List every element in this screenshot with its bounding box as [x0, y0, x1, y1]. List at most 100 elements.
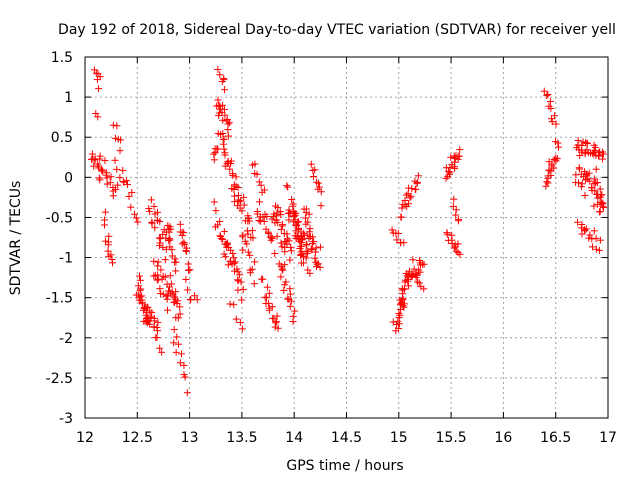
- data-point: [154, 318, 162, 326]
- data-point: [409, 256, 417, 264]
- data-point: [180, 361, 188, 369]
- data-point: [100, 221, 108, 229]
- data-point: [443, 229, 451, 237]
- data-point: [575, 179, 583, 187]
- data-point: [235, 197, 243, 205]
- data-point: [219, 235, 227, 243]
- data-point: [231, 258, 239, 266]
- data-point: [415, 279, 423, 287]
- data-point: [238, 325, 246, 333]
- data-point: [576, 152, 584, 160]
- data-point: [96, 152, 104, 160]
- data-point: [283, 182, 291, 190]
- data-point: [273, 312, 281, 320]
- data-point: [152, 334, 160, 342]
- data-point: [404, 200, 412, 208]
- x-axis-label: GPS time / hours: [286, 458, 403, 474]
- data-point: [407, 192, 415, 200]
- data-point: [547, 115, 555, 123]
- data-point: [588, 243, 596, 251]
- data-point: [592, 234, 600, 242]
- data-point: [303, 241, 311, 249]
- data-point: [181, 240, 189, 248]
- data-point: [91, 156, 99, 164]
- data-point: [599, 202, 607, 210]
- data-point: [210, 156, 218, 164]
- data-point: [138, 296, 146, 304]
- data-point: [599, 155, 607, 163]
- data-point: [277, 211, 285, 219]
- data-point: [125, 192, 133, 200]
- data-point: [595, 149, 603, 157]
- data-point: [114, 181, 122, 189]
- data-point: [193, 296, 201, 304]
- data-point: [164, 306, 172, 314]
- data-point: [554, 139, 562, 147]
- data-point: [281, 261, 289, 269]
- data-point: [226, 300, 234, 308]
- data-point: [108, 255, 116, 263]
- data-point: [244, 230, 252, 238]
- data-point: [260, 217, 268, 225]
- data-point: [260, 186, 268, 194]
- x-tick-label: 16.5: [540, 430, 571, 446]
- data-point: [306, 269, 314, 277]
- data-point: [257, 181, 265, 189]
- data-point: [298, 238, 306, 246]
- data-point: [236, 271, 244, 279]
- data-point: [280, 286, 288, 294]
- data-point: [226, 159, 234, 167]
- data-point: [547, 104, 555, 112]
- data-point: [301, 214, 309, 222]
- data-point: [446, 168, 454, 176]
- data-point: [251, 160, 259, 168]
- data-point: [451, 164, 459, 172]
- data-point: [597, 199, 605, 207]
- data-point: [180, 239, 188, 247]
- data-point: [284, 295, 292, 303]
- x-tick-label: 15.5: [436, 430, 467, 446]
- data-point: [172, 348, 180, 356]
- data-point: [578, 180, 586, 188]
- data-point: [452, 206, 460, 214]
- data-point: [230, 301, 238, 309]
- data-point: [285, 237, 293, 245]
- data-point: [183, 389, 191, 397]
- data-point: [308, 246, 316, 254]
- data-point: [109, 192, 117, 200]
- data-point: [239, 246, 247, 254]
- data-point: [596, 236, 604, 244]
- data-point: [317, 202, 325, 210]
- data-point: [275, 260, 283, 268]
- data-point: [172, 288, 180, 296]
- data-point: [305, 210, 313, 218]
- data-point: [116, 147, 124, 155]
- data-point: [555, 143, 563, 151]
- data-point: [234, 268, 242, 276]
- data-point: [136, 286, 144, 294]
- data-point: [240, 193, 248, 201]
- data-point: [113, 122, 121, 130]
- data-point: [155, 234, 163, 242]
- data-point: [395, 310, 403, 318]
- data-point: [397, 213, 405, 221]
- data-point: [119, 178, 127, 186]
- data-point: [396, 320, 404, 328]
- data-point: [262, 294, 270, 302]
- data-point: [222, 253, 230, 261]
- data-point: [184, 286, 192, 294]
- data-point: [263, 213, 271, 221]
- data-point: [128, 188, 136, 196]
- data-point: [146, 207, 154, 215]
- x-tick-label: 14: [285, 430, 303, 446]
- data-point: [232, 173, 240, 181]
- data-point: [287, 243, 295, 251]
- data-point: [285, 216, 293, 224]
- data-point: [263, 283, 271, 291]
- data-point: [92, 69, 100, 77]
- data-point: [311, 254, 319, 262]
- data-point: [238, 296, 246, 304]
- data-point: [270, 213, 278, 221]
- data-point: [111, 134, 119, 142]
- data-point: [600, 150, 608, 158]
